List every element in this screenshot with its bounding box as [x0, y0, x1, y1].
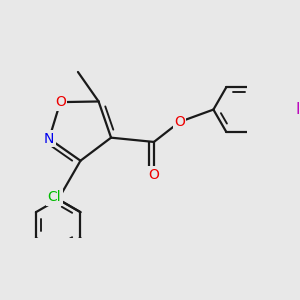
Text: O: O [148, 167, 159, 182]
Text: I: I [295, 102, 300, 117]
Text: N: N [44, 132, 54, 146]
Text: O: O [55, 95, 66, 109]
Text: O: O [174, 115, 185, 129]
Text: Cl: Cl [48, 190, 61, 204]
